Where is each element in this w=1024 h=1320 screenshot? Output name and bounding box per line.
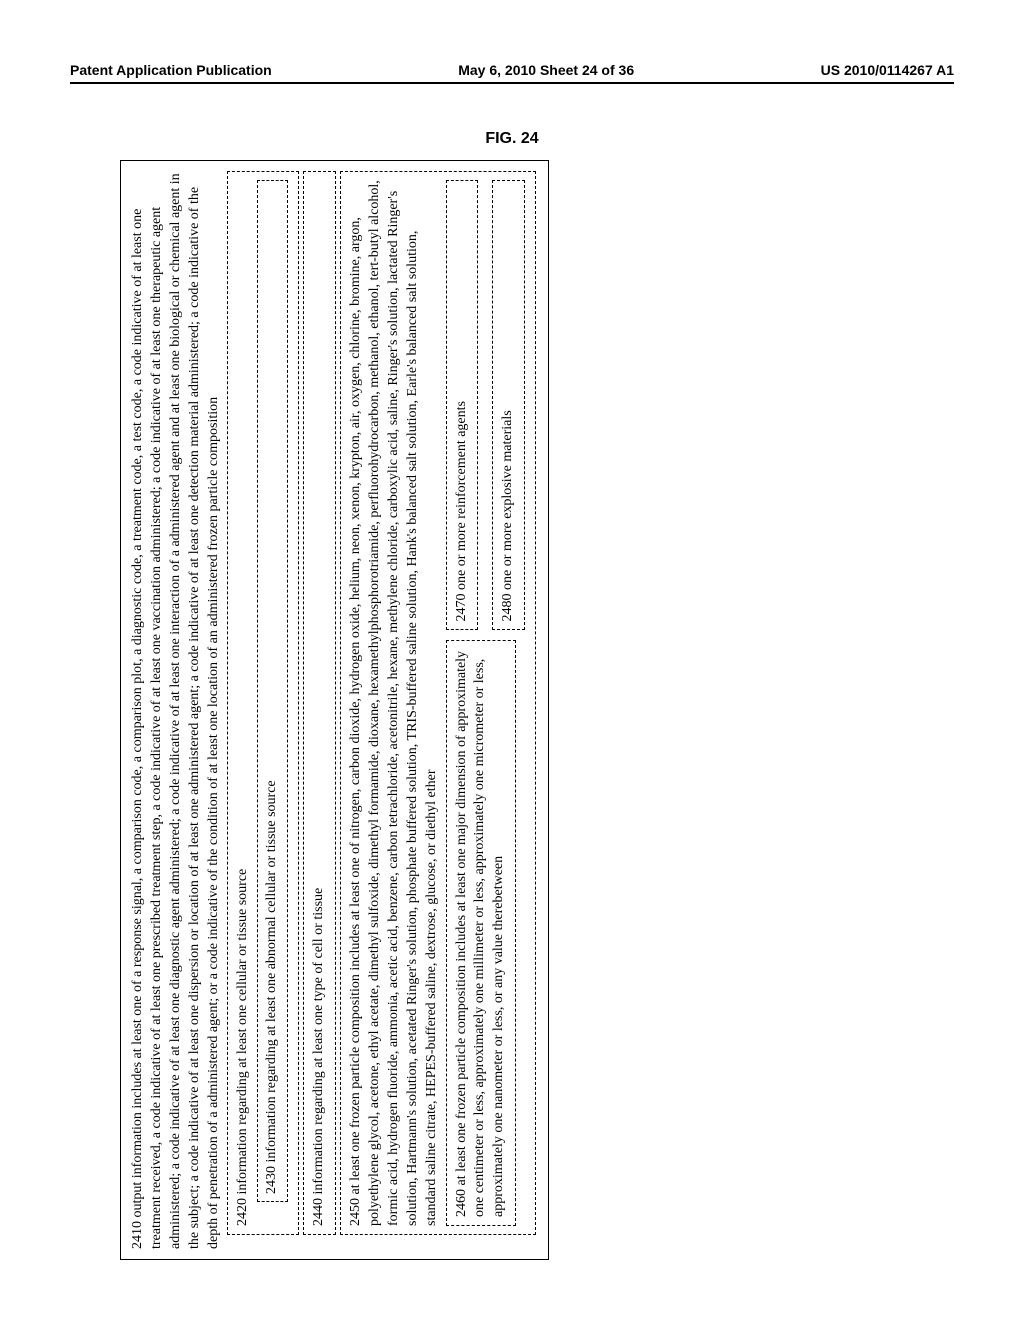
page: Patent Application Publication May 6, 20…	[0, 0, 1024, 1320]
box-2450-inner-row: 2460 at least one frozen particle compos…	[442, 180, 530, 1226]
box-2440-text: 2440 information regarding at least one …	[311, 888, 326, 1226]
box-2450-text: 2450 at least one frozen particle compos…	[348, 180, 439, 1226]
box-2470-text: 2470 one or more reinforcement agents	[453, 401, 472, 621]
header-center: May 6, 2010 Sheet 24 of 36	[458, 62, 634, 78]
box-2430-text: 2430 information regarding at least one …	[264, 780, 279, 1194]
header-left: Patent Application Publication	[70, 62, 272, 78]
box-2450: 2450 at least one frozen particle compos…	[340, 171, 536, 1235]
figure-body: 2410 output information includes at leas…	[120, 160, 910, 1260]
figure-body-wrap: 2410 output information includes at leas…	[120, 160, 910, 1260]
box-2410: 2410 output information includes at leas…	[120, 160, 549, 1260]
header-rule	[70, 82, 954, 84]
box-2440: 2440 information regarding at least one …	[303, 171, 336, 1235]
box-2460: 2460 at least one frozen particle compos…	[446, 640, 517, 1226]
box-2420: 2420 information regarding at least one …	[227, 171, 299, 1235]
box-2470: 2470 one or more reinforcement agents	[446, 180, 479, 630]
box-2420-text: 2420 information regarding at least one …	[235, 869, 250, 1226]
box-2460-text: 2460 at least one frozen particle compos…	[454, 651, 507, 1217]
box-2480-text: 2480 one or more explosive materials	[499, 410, 518, 621]
page-header: Patent Application Publication May 6, 20…	[0, 62, 1024, 78]
box-2430: 2430 information regarding at least one …	[257, 180, 288, 1202]
figure-label: FIG. 24	[0, 130, 1024, 148]
box-2480: 2480 one or more explosive materials	[492, 180, 525, 630]
box-2410-text: 2410 output information includes at leas…	[130, 173, 221, 1249]
header-right: US 2010/0114267 A1	[821, 62, 954, 78]
